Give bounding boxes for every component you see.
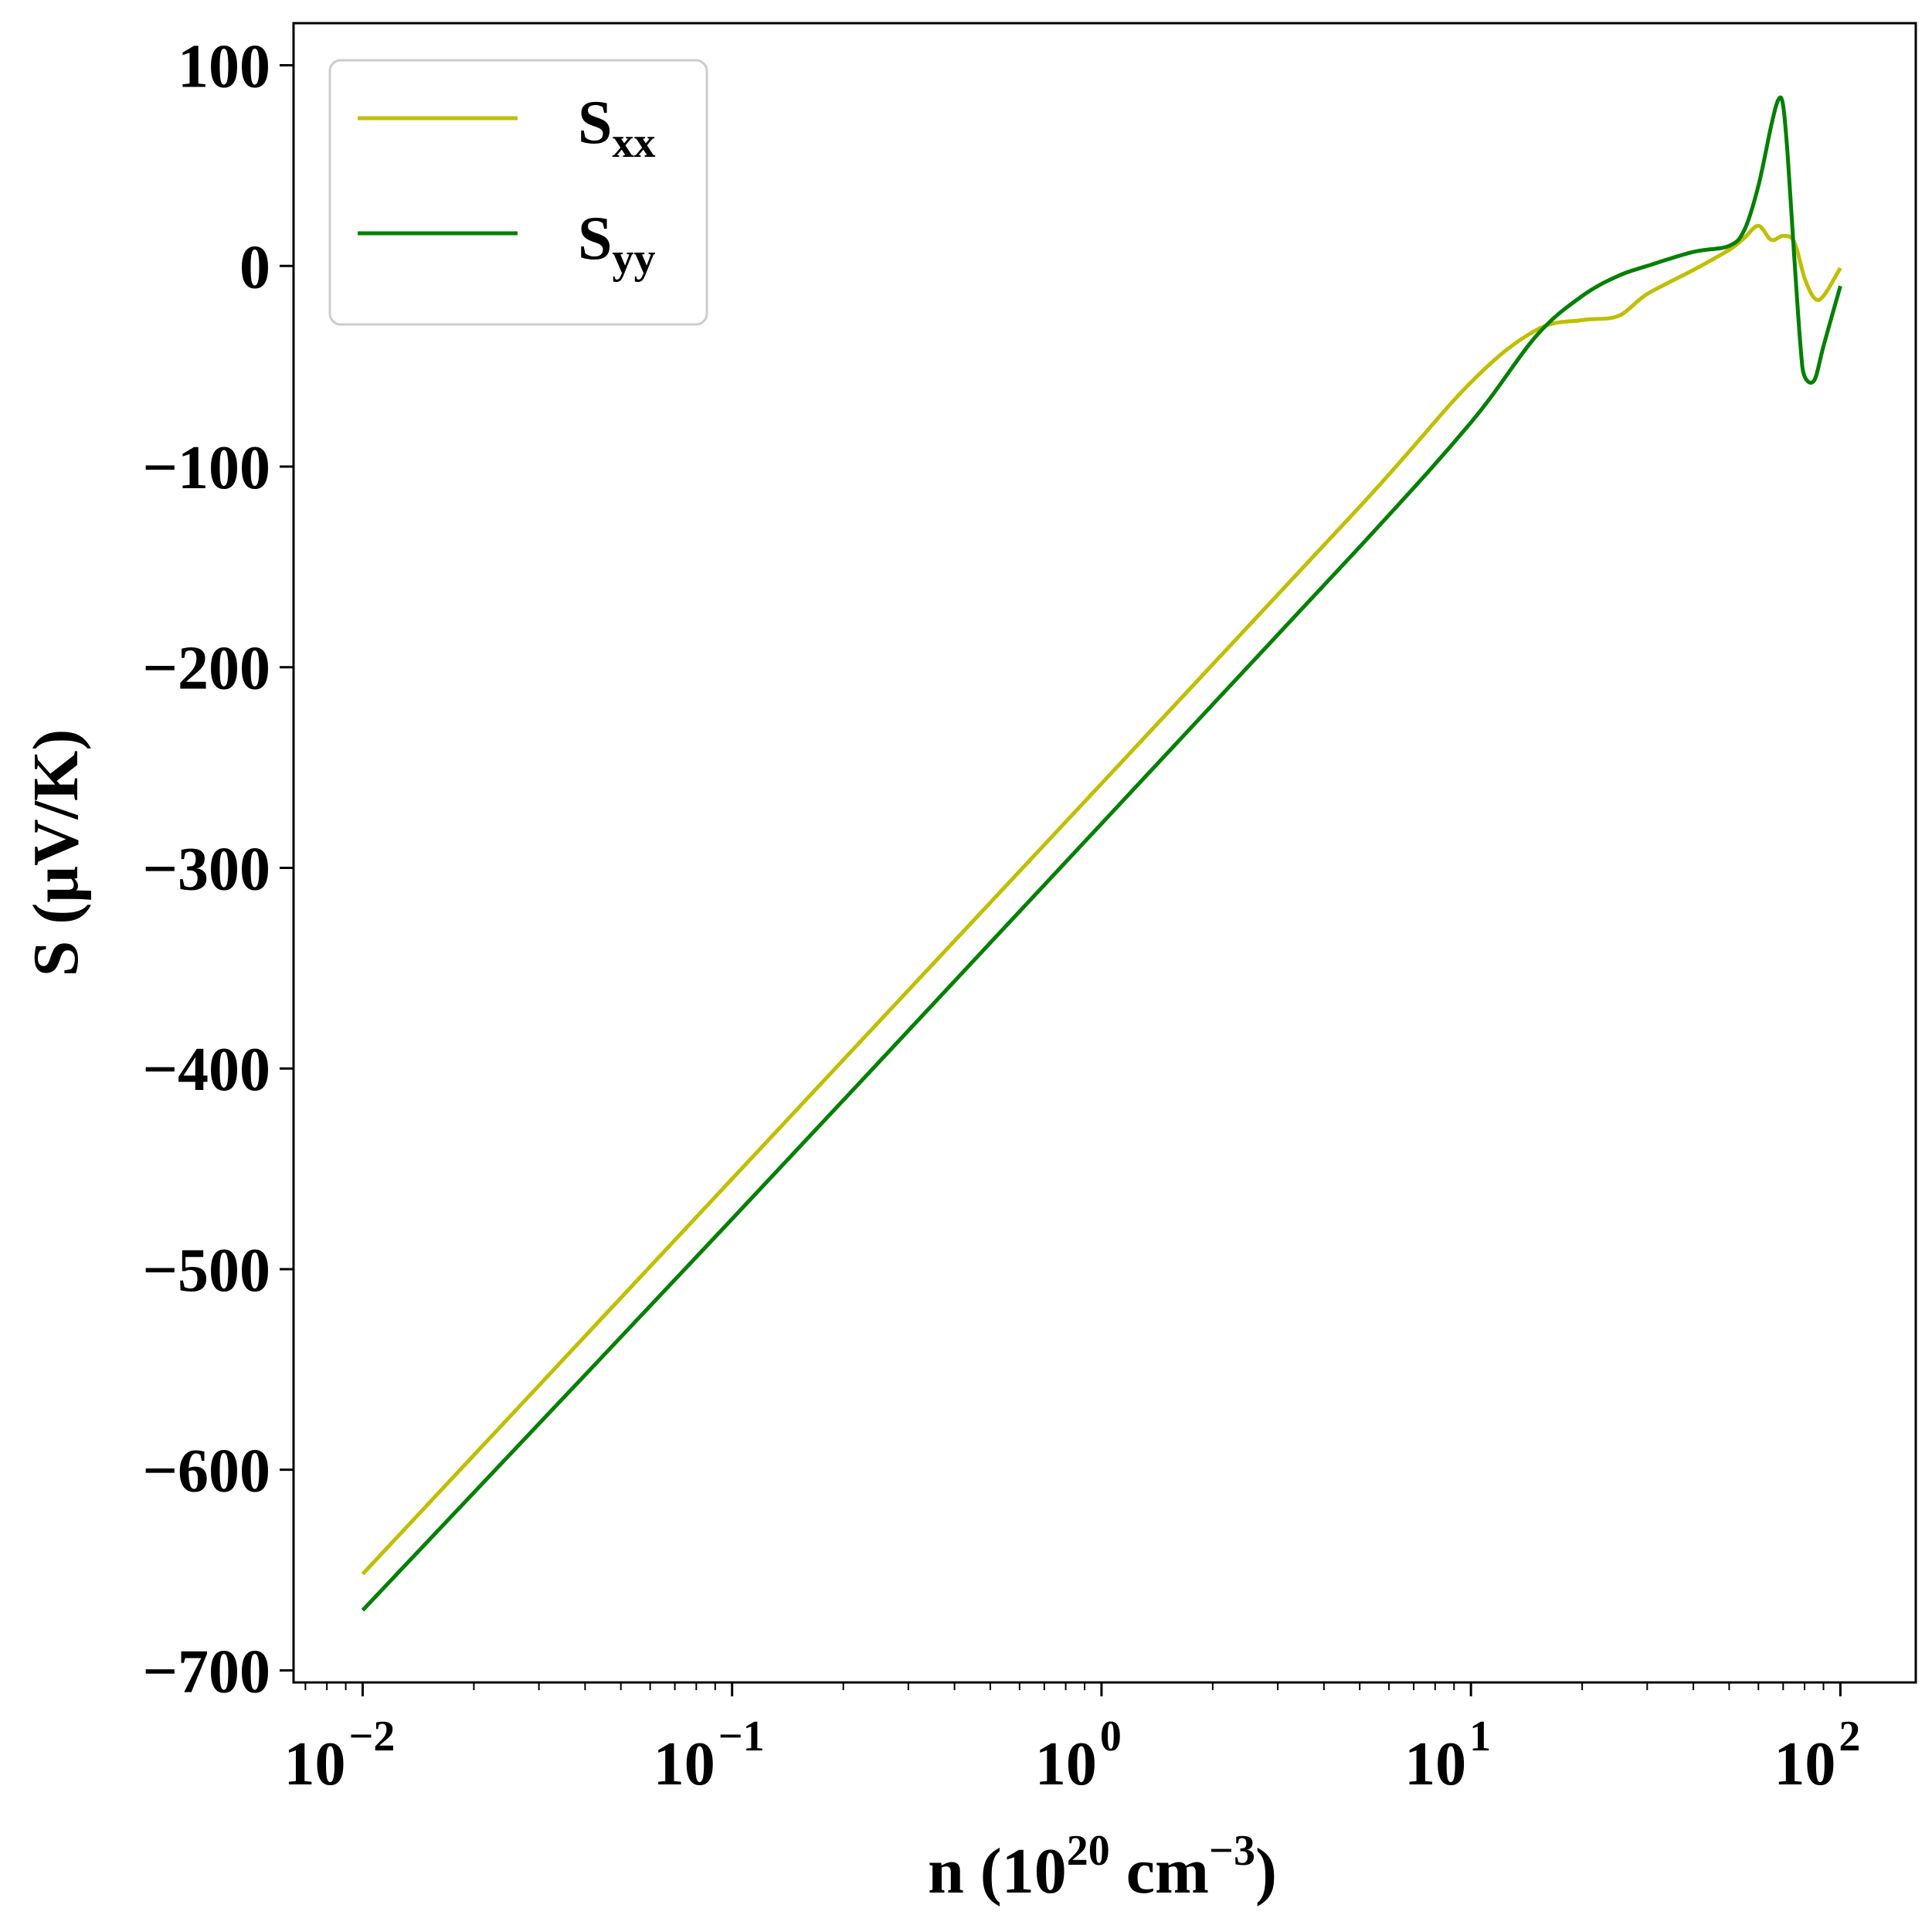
x-tick-label: 10−2 [284,1713,396,1798]
y-tick-label: −300 [142,835,270,903]
x-tick-label: 101 [1404,1713,1491,1798]
x-tick-label: 102 [1774,1713,1860,1798]
x-tick-label: 100 [1035,1713,1122,1798]
x-tick-label: 10−1 [654,1713,765,1798]
y-tick-label: −200 [142,635,270,703]
legend-label-syy: Syy [578,205,656,283]
x-axis-title-exp2: −3 [1209,1827,1255,1875]
x-axis-title-mid: cm [1110,1835,1209,1907]
legend-label-sxx: Sxx [578,89,656,167]
y-tick-label: −600 [142,1438,270,1506]
y-axis-ticks: 100 0 −100 −200 −300 −400 −500 −600 −700 [142,33,294,1706]
x-axis-title-base: n (10 [928,1835,1067,1907]
x-axis-title-exp1: 20 [1067,1827,1110,1875]
plot-frame [292,22,1917,1684]
series-layer [361,95,1842,1612]
y-tick-label: −400 [142,1036,270,1104]
x-axis-ticks: 10−2 10−1 100 101 102 [284,1682,1860,1798]
y-axis-title: S (μV/K) [20,729,92,977]
x-axis-title-tail: ) [1255,1835,1277,1907]
legend-box [328,59,708,326]
y-tick-label: −100 [142,434,270,502]
y-tick-label: 100 [178,33,270,101]
x-axis-title: n (1020 cm−3) [928,1827,1277,1907]
legend: Sxx Syy [328,59,708,326]
y-tick-label: −500 [142,1237,270,1305]
y-tick-label: −700 [142,1638,270,1706]
y-tick-label: 0 [239,233,270,301]
series-line-syy [361,95,1842,1612]
